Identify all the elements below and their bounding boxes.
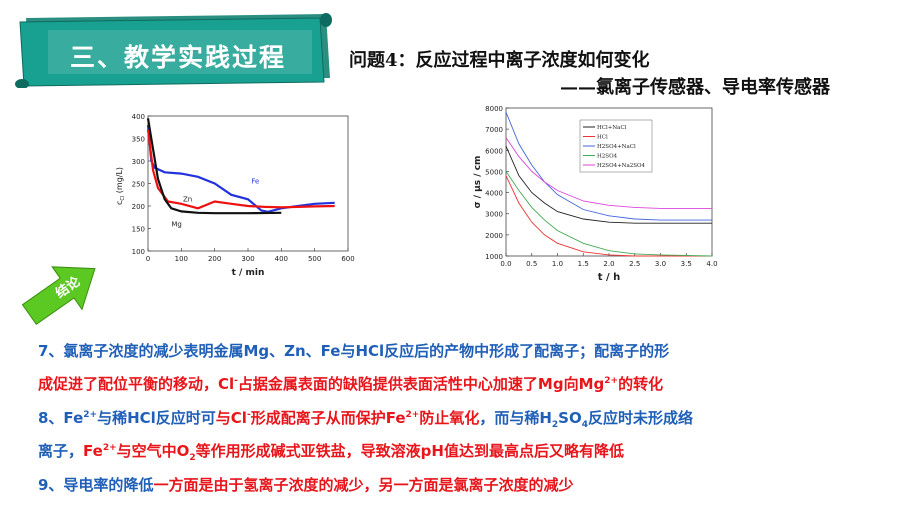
y-tick-label: 100	[132, 248, 145, 256]
plot-frame	[147, 115, 349, 252]
page-title: 三、教学实践过程	[70, 43, 287, 72]
x-axis-label: t / min	[232, 268, 265, 278]
y-tick-label: 1000	[485, 253, 503, 261]
legend-label-HCl+NaCl: HCl+NaCl	[597, 125, 627, 131]
x-tick-label: 600	[341, 255, 354, 263]
series-label-Mg: Mg	[171, 220, 181, 228]
series-line-H2SO4	[505, 171, 713, 257]
series-line-Zn	[146, 129, 335, 210]
y-tick-label: 2000	[485, 232, 503, 240]
section-banner: 三、教学实践过程	[8, 8, 338, 89]
conclusion-8-line1: 8、Fe2+与稀HCl反应时可与Cl-形成配离子从而保护Fe2+防止氧化，而与稀…	[38, 409, 694, 430]
conclusion-8-line2: 离子，Fe2+与空气中O2等作用形成碱式亚铁盐，导致溶液pH值达到最高点后又略有…	[38, 442, 624, 463]
conclusion-7-line2: 成促进了配位平衡的移动，Cl-占据金属表面的缺陷提供表面活性中心加速了Mg向Mg…	[38, 375, 664, 393]
y-tick-label: 350	[132, 136, 145, 144]
x-tick-label: 2.0	[603, 260, 614, 268]
x-tick-label: 4.0	[706, 260, 717, 268]
conclusion-7-line1: 7、氯离子浓度的减少表明金属Mg、Zn、Fe与HCl反应后的产物中形成了配离子；…	[38, 342, 670, 360]
legend-label-HCl: HCl	[597, 135, 608, 141]
x-tick-label: 1.5	[578, 260, 589, 268]
legend-label-H2SO4+NaCl: H2SO4+NaCl	[597, 144, 636, 150]
x-tick-label: 3.0	[655, 260, 666, 268]
y-axis-label: cCl (mg/L)	[115, 167, 126, 205]
x-tick-label: 400	[275, 255, 288, 263]
x-tick-label: 0	[146, 255, 150, 263]
series-label-Zn: Zn	[183, 196, 192, 204]
series-label-Fe: Fe	[251, 178, 259, 186]
x-tick-label: 200	[208, 255, 221, 263]
x-tick-label: 100	[175, 255, 188, 263]
y-tick-label: 4000	[485, 190, 503, 198]
x-tick-label: 300	[241, 255, 254, 263]
y-tick-label: 7000	[485, 126, 503, 134]
scroll-banner-shape	[15, 13, 332, 89]
conductivity-chart: 0.0 0.5 1.0 1.5 2.0 2.5 3.0 3.5 4.0 1000 2000 3000 4…	[473, 105, 718, 283]
conclusion-9: 9、导电率的降低一方面是由于氢离子浓度的减少，另一方面是氯离子浓度的减少	[38, 476, 574, 494]
legend-label-H2SO4: H2SO4	[597, 154, 618, 160]
x-tick-label: 1.0	[552, 260, 563, 268]
question-title: 问题4：反应过程中离子浓度如何变化	[349, 50, 650, 71]
y-tick-label: 250	[132, 181, 145, 189]
series-line-H2SO4+NaCl	[505, 112, 712, 221]
question-subtitle: ——氯离子传感器、导电率传感器	[560, 77, 830, 98]
x-tick-label: 0.5	[526, 260, 537, 268]
x-tick-label: 3.5	[681, 260, 692, 268]
series-line-Mg	[146, 118, 282, 215]
x-tick-label: 0.0	[500, 260, 511, 268]
series-line-H2SO4+Na2SO4	[505, 137, 712, 209]
series-line-HCl+NaCl	[505, 145, 712, 224]
y-tick-label: 5000	[485, 168, 503, 176]
conclusion-arrow-badge: 结论	[21, 266, 96, 326]
y-axis-label: σ / μs / cm	[473, 156, 483, 209]
y-tick-label: 6000	[485, 147, 503, 155]
x-axis-label: t / h	[598, 272, 621, 283]
y-tick-label: 200	[132, 203, 145, 211]
x-tick-label: 2.5	[629, 260, 640, 268]
legend-label-H2SO4+Na2SO4: H2SO4+Na2SO4	[597, 163, 646, 169]
y-tick-label: 300	[132, 158, 145, 166]
y-tick-label: 400	[132, 113, 145, 121]
y-tick-label: 150	[132, 226, 145, 234]
chloride-concentration-chart: 0 100 200 300 400 500 600100150200250300350400…	[115, 113, 355, 278]
series-line-HCl	[505, 175, 712, 257]
y-tick-label: 8000	[485, 105, 503, 113]
x-tick-label: 500	[308, 255, 321, 263]
series-line-Fe	[146, 124, 335, 213]
y-tick-label: 3000	[485, 211, 503, 219]
